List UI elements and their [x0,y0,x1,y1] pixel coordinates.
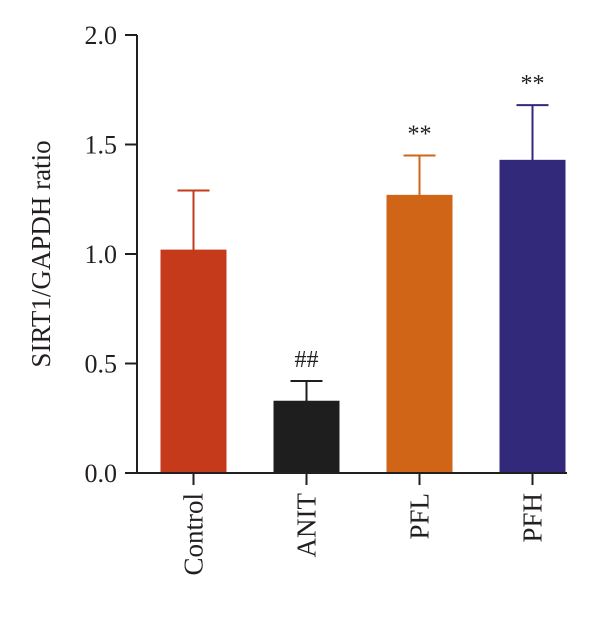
y-tick-label: 1.5 [85,131,118,160]
x-tick-label-anit: ANIT [292,492,322,557]
bar-anit [273,400,340,473]
error-bar-control [177,189,210,251]
x-axis-ticks: Control ANIT PFL PFH [179,473,548,576]
x-tick-label-control: Control [179,493,209,576]
significance-marks: ## ** ** [295,71,545,373]
y-axis-label: SIRT1/GAPDH ratio [26,140,56,367]
x-tick-label-pfh: PFH [518,493,548,543]
significance-anit: ## [295,347,319,373]
x-tick-label-pfl: PFL [405,493,435,540]
error-bar-pfl [403,154,436,196]
bar-pfl [386,194,453,473]
y-tick-label: 1.0 [85,240,118,269]
significance-pfl: ** [408,121,432,147]
error-bars [177,104,549,402]
bar-pfh [499,159,566,473]
y-tick-label: 2.0 [85,21,118,50]
significance-pfh: ** [521,71,545,97]
y-tick-label: 0.0 [85,459,118,488]
error-bar-pfh [516,104,549,161]
error-bar-anit [290,380,323,402]
y-tick-label: 0.5 [85,350,118,379]
y-axis-ticks: 0.0 0.5 1.0 1.5 2.0 [85,21,137,488]
bars [160,159,566,473]
bar-control [160,249,227,473]
